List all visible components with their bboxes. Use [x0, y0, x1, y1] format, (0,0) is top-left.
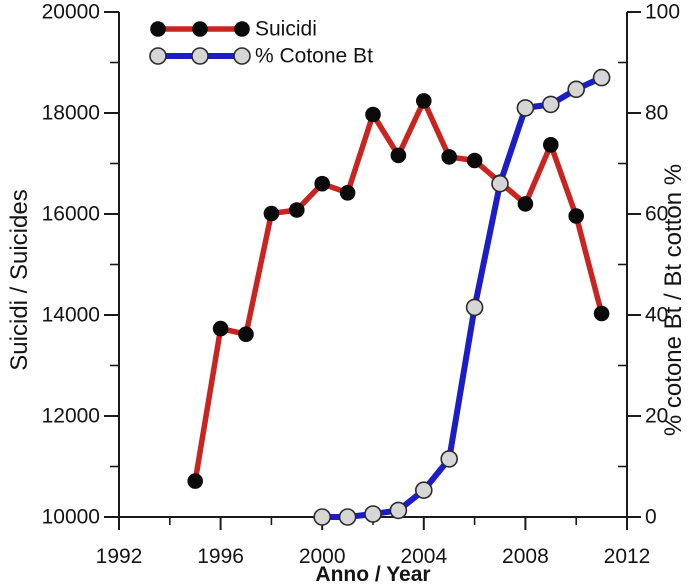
data-point-suicidi-2009	[542, 137, 559, 153]
data-point-suicidi-2003	[390, 147, 407, 164]
data-point-suicidi-2008	[517, 196, 534, 212]
x-axis-tick-label: 2012	[604, 545, 651, 568]
right-axis-tick-label: 80	[645, 102, 668, 125]
x-axis-tick-label: 2000	[299, 545, 346, 568]
legend-label-cotone-bt: % Cotone Bt	[255, 45, 373, 68]
x-axis-tick-label: 2004	[400, 545, 447, 568]
data-point-suicidi-2000	[314, 175, 331, 192]
data-point-suicidi-1997	[238, 326, 254, 343]
data-point-suicidi-1999	[288, 202, 305, 218]
legend-marker-cotone-bt	[233, 47, 251, 65]
data-point-cotone-bt-2003	[389, 501, 408, 520]
right-axis-title: % cotone Bt / Bt cotton %	[660, 164, 687, 436]
x-axis-tick-label: 1992	[96, 545, 143, 568]
data-point-suicidi-2002	[365, 106, 381, 123]
left-axis-tick-label: 18000	[42, 102, 100, 125]
data-point-cotone-bt-2010	[567, 80, 586, 99]
data-point-suicidi-2006	[466, 152, 483, 169]
left-axis-tick-label: 16000	[42, 203, 100, 226]
left-axis-tick-label: 14000	[42, 304, 100, 327]
left-axis-title: Suicidi / Suicides	[6, 189, 33, 370]
data-point-cotone-bt-2005	[440, 450, 459, 468]
data-point-suicidi-2011	[593, 305, 610, 322]
data-point-suicidi-2004	[415, 93, 432, 109]
legend-marker-cotone-bt	[149, 47, 167, 65]
data-point-cotone-bt-2006	[465, 298, 484, 317]
x-axis-tick-label: 2008	[502, 545, 549, 568]
data-point-cotone-bt-2001	[338, 508, 357, 526]
left-axis-tick-label: 12000	[42, 405, 100, 428]
data-point-cotone-bt-2011	[592, 68, 611, 87]
data-point-suicidi-1995	[187, 473, 203, 489]
legend-marker-suicidi	[234, 21, 250, 37]
data-point-cotone-bt-2004	[414, 481, 433, 500]
data-point-suicidi-2010	[568, 208, 585, 224]
x-axis-title: Anno / Year	[315, 563, 430, 584]
data-point-suicidi-2005	[441, 149, 458, 165]
right-axis-tick-label: 20	[645, 405, 668, 428]
right-axis-tick-label: 60	[645, 203, 668, 226]
legend-marker-cotone-bt	[191, 47, 209, 65]
x-axis-tick-label: 1996	[197, 545, 244, 568]
right-axis-tick-label: 100	[645, 1, 680, 24]
data-point-cotone-bt-2009	[541, 95, 560, 114]
data-point-suicidi-1996	[212, 320, 229, 337]
data-point-cotone-bt-2007	[491, 174, 509, 193]
data-point-cotone-bt-2000	[313, 508, 332, 526]
data-point-cotone-bt-2008	[516, 99, 535, 117]
left-axis-tick-label: 10000	[42, 506, 100, 529]
right-axis-tick-label: 40	[645, 304, 668, 327]
data-point-suicidi-2001	[339, 185, 356, 201]
legend-label-suicidi: Suicidi	[255, 18, 317, 41]
left-axis-tick-label: 20000	[42, 1, 100, 24]
legend-marker-suicidi	[150, 21, 166, 37]
legend-marker-suicidi	[192, 21, 208, 37]
right-axis-tick-label: 0	[645, 506, 657, 529]
data-point-cotone-bt-2002	[364, 505, 382, 523]
data-point-suicidi-1998	[263, 205, 280, 222]
